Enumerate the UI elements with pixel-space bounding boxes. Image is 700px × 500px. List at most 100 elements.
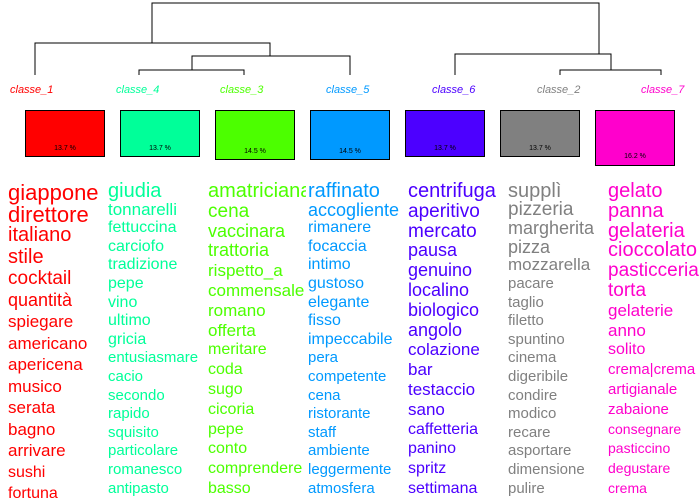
word-column-c7: gelato panna gelateria cioccolato pasticceri… — [608, 182, 700, 500]
word-item: direttore — [8, 201, 89, 227]
word-item: conto — [208, 440, 248, 458]
dendrogram-branch-left — [34, 42, 271, 75]
word-item: modico — [508, 405, 557, 423]
dendrogram-branch-mid — [191, 55, 351, 75]
word-item: gricia — [108, 330, 147, 348]
word-item: pepe — [108, 274, 144, 292]
word-item: gelato — [608, 182, 663, 202]
word-item: aperitivo — [408, 200, 480, 222]
word-item: caffetteria — [408, 420, 478, 438]
class-label-c2: classe_2 — [537, 84, 581, 96]
word-item: artigianale — [608, 380, 678, 398]
word-item: degustare — [608, 460, 671, 477]
word-item: asportare — [508, 442, 572, 460]
word-item: torta — [608, 279, 647, 301]
word-item: filetto — [508, 312, 544, 330]
dendrogram-branch-right — [454, 53, 612, 75]
word-item: supplì — [508, 182, 562, 202]
word-item: crema|crema — [608, 361, 696, 379]
word-item: rimanere — [308, 219, 372, 237]
word-item: gelateria — [608, 219, 685, 242]
word-item: apericena — [8, 355, 83, 374]
word-item: raffinato — [308, 182, 380, 202]
word-item: antipasto — [108, 479, 169, 497]
word-item: elegante — [308, 293, 370, 311]
word-column-c3: amatriciana cena vaccinara trattoria rispett… — [208, 182, 306, 500]
class-percent-c6: 13.7 % — [434, 145, 456, 152]
word-item: margherita — [508, 218, 595, 239]
dendrogram-branch-c2-c7 — [559, 69, 662, 75]
word-item: pacare — [508, 274, 554, 292]
word-item: biologico — [408, 299, 480, 320]
word-item: sushi — [8, 463, 46, 481]
word-item: cioccolato — [608, 239, 697, 262]
class-percent-c1: 13.7 % — [54, 145, 76, 152]
word-item: romano — [208, 300, 266, 320]
dendrogram-tree — [34, 2, 662, 75]
word-item: basso — [208, 479, 251, 497]
class-box-c7: 16.2 % — [595, 110, 675, 166]
word-item: testaccio — [408, 379, 476, 399]
word-item: bagno — [8, 419, 56, 439]
word-item: mercato — [408, 220, 477, 242]
class-box-c3: 14.5 % — [215, 110, 295, 160]
word-column-c4: giudia tonnarelli fettuccina carciofo tradiz… — [108, 182, 206, 500]
word-item: gelaterie — [608, 300, 674, 320]
word-item: giudia — [108, 182, 162, 202]
word-item: ambiente — [308, 442, 370, 460]
word-item: musico — [8, 376, 62, 396]
word-item: trattoria — [208, 240, 270, 261]
word-item: tonnarelli — [108, 199, 177, 219]
word-item: condire — [508, 386, 558, 404]
dendrogram-branch-root — [151, 2, 600, 54]
word-item: fettuccina — [108, 219, 177, 237]
word-item: impeccabile — [308, 330, 393, 348]
word-item: stile — [8, 245, 44, 268]
word-item: bar — [408, 360, 433, 380]
word-item: panino — [408, 440, 457, 458]
word-item: leggermente — [308, 460, 392, 478]
class-box-c2: 13.7 % — [500, 110, 580, 157]
word-item: ultimo — [108, 312, 151, 330]
word-item: cinema — [508, 349, 557, 367]
word-item: coda — [208, 361, 243, 379]
word-item: vaccinara — [208, 220, 286, 241]
word-item: zabaione — [608, 400, 669, 418]
class-label-c7: classe_7 — [641, 84, 685, 96]
word-item: pizza — [508, 236, 551, 257]
word-item: vino — [108, 293, 138, 311]
word-item: competente — [308, 367, 387, 385]
class-label-c6: classe_6 — [432, 84, 476, 96]
class-box-c5: 14.5 % — [310, 110, 390, 160]
word-item: accogliente — [308, 199, 400, 220]
word-item: commensale — [208, 280, 305, 300]
word-item: sano — [408, 399, 445, 419]
word-item: spiegare — [8, 312, 74, 331]
word-item: giappone — [8, 182, 99, 205]
word-item: squisito — [108, 423, 159, 441]
word-item: solito — [608, 341, 646, 359]
word-item: centrifuga — [408, 182, 496, 202]
dendrogram-branch-c4-c3 — [138, 69, 245, 75]
word-item: atmosfera — [308, 479, 375, 497]
class-percent-c3: 14.5 % — [244, 148, 266, 155]
word-item: colazione — [408, 340, 480, 360]
word-item: cacio — [108, 367, 144, 385]
word-item: digeribile — [508, 367, 569, 385]
word-item: meritare — [208, 341, 267, 359]
class-label-c3: classe_3 — [220, 84, 264, 96]
word-item: spritz — [408, 460, 447, 478]
word-column-c2: supplì pizzeria margherita pizza mozzarella p… — [508, 182, 606, 500]
word-column-c6: centrifuga aperitivo mercato pausa genuino lo… — [408, 182, 506, 500]
word-item: americano — [8, 333, 88, 353]
class-box-c6: 13.7 % — [405, 110, 485, 157]
word-item: arrivare — [8, 441, 66, 460]
word-item: pausa — [408, 240, 458, 261]
word-item: ristorante — [308, 405, 371, 423]
word-item: serata — [8, 398, 56, 417]
word-item: carciofo — [108, 237, 165, 255]
class-percent-c5: 14.5 % — [339, 148, 361, 155]
word-item: romanesco — [108, 460, 183, 478]
word-item: pasticcino — [608, 440, 671, 457]
